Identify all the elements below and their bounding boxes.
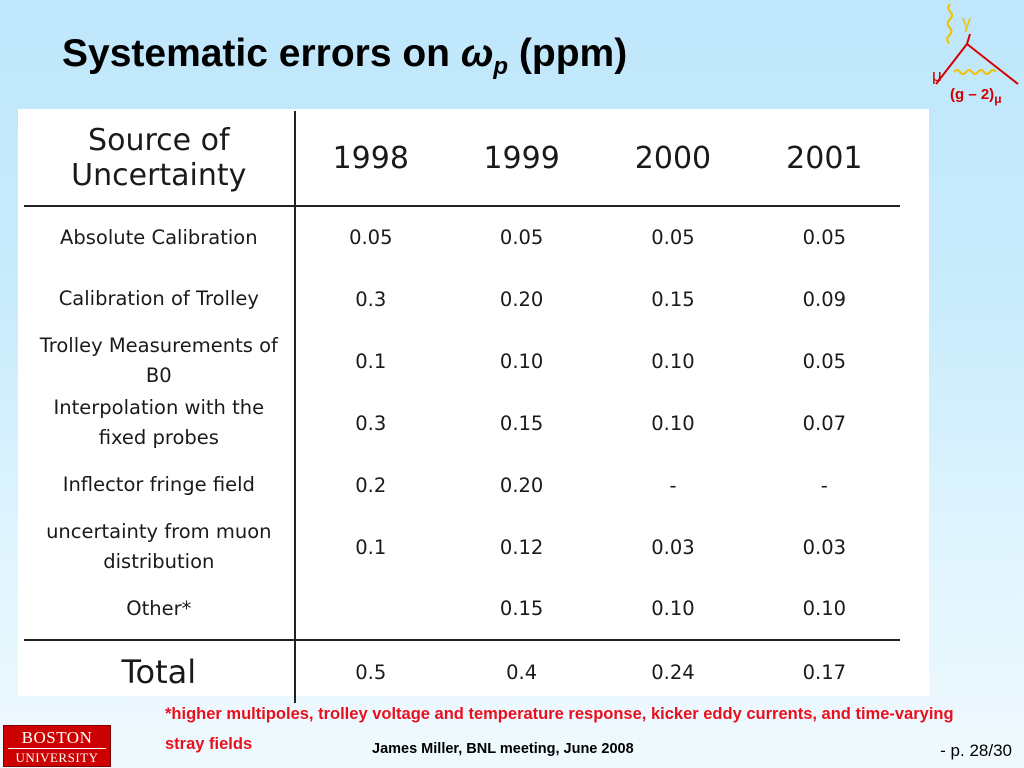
row-value: 0.05 — [349, 226, 393, 249]
row-source: Inflector fringe field — [24, 454, 296, 516]
total-value: 0.5 — [355, 660, 387, 684]
omega-subscript: p — [493, 53, 509, 80]
gamma-label: γ — [962, 12, 971, 32]
total-row: Total 0.5 0.4 0.24 0.17 — [24, 640, 900, 703]
systematic-errors-table: Source of Uncertainty 1998 1999 2000 200… — [24, 111, 900, 703]
row-value: 0.05 — [802, 226, 847, 249]
table-row: uncertainty from muon distribution 0.1 0… — [24, 516, 900, 578]
row-value: 0.12 — [499, 535, 544, 559]
row-value — [294, 578, 446, 641]
header-year: 1999 — [445, 111, 598, 207]
row-value: 0.2 — [355, 473, 387, 497]
row-value: 0.05 — [651, 226, 695, 249]
row-source: uncertainty from muon distribution — [24, 516, 296, 578]
row-source: Interpolation with the fixed probes — [24, 392, 296, 454]
row-value: 0.20 — [499, 287, 544, 311]
table-panel: Source of Uncertainty 1998 1999 2000 200… — [18, 109, 929, 703]
row-value: 0.10 — [499, 349, 544, 373]
g-minus-2-logo: γ μ (g – 2)μ — [930, 0, 1022, 112]
row-source: Calibration of Trolley — [24, 268, 296, 330]
row-value: 0.10 — [597, 578, 749, 641]
row-value: 0.15 — [499, 411, 544, 435]
row-value: 0.10 — [651, 411, 695, 435]
table-row: Inflector fringe field 0.2 0.20 - - — [24, 454, 900, 516]
total-label: Total — [24, 640, 296, 703]
table-row: Trolley Measurements of B0 0.1 0.10 0.10… — [24, 330, 900, 392]
page-number: - p. 28/30 — [940, 741, 1012, 760]
row-value: - — [820, 473, 828, 497]
total-value: 0.24 — [651, 660, 695, 684]
header-row: Source of Uncertainty 1998 1999 2000 200… — [24, 111, 900, 207]
row-source: Absolute Calibration — [24, 206, 296, 268]
table-row: Other* 0.15 0.10 0.10 — [24, 578, 900, 641]
header-source: Source of Uncertainty — [24, 111, 296, 207]
row-value: 0.10 — [651, 349, 695, 373]
row-value: 0.15 — [445, 578, 598, 641]
row-value: 0.1 — [355, 349, 387, 373]
row-value: 0.05 — [802, 349, 847, 373]
university-name-line1: BOSTON — [21, 728, 93, 747]
row-value: 0.1 — [355, 535, 387, 559]
header-year: 1998 — [294, 111, 446, 207]
row-value: 0.20 — [499, 473, 544, 497]
table-row: Interpolation with the fixed probes 0.3 … — [24, 392, 900, 454]
mu-label: μ — [932, 66, 942, 85]
row-value: 0.10 — [748, 578, 900, 641]
omega-symbol: ω — [460, 32, 494, 75]
row-value: 0.15 — [651, 287, 695, 311]
logo-divider — [8, 748, 106, 749]
row-value: 0.3 — [355, 287, 387, 311]
row-source: Trolley Measurements of B0 — [24, 330, 296, 392]
table-row: Calibration of Trolley 0.3 0.20 0.15 0.0… — [24, 268, 900, 330]
presenter-credit: James Miller, BNL meeting, June 2008 — [372, 741, 634, 757]
row-value: 0.05 — [499, 226, 544, 249]
table-row: Absolute Calibration 0.05 0.05 0.05 0.05 — [24, 206, 900, 268]
row-value: 0.03 — [802, 535, 847, 559]
row-value: 0.09 — [802, 287, 847, 311]
feynman-diagram-icon — [935, 0, 1019, 85]
boston-university-logo: BOSTON UNIVERSITY — [3, 725, 111, 767]
row-value: 0.03 — [651, 535, 695, 559]
slide-title: Systematic errors on ωp (ppm) — [62, 32, 628, 80]
header-year: 2001 — [748, 111, 900, 207]
g2-label: (g – 2)μ — [950, 86, 1002, 106]
university-name-line2: UNIVERSITY — [15, 750, 99, 765]
row-value: 0.3 — [355, 411, 387, 435]
row-value: - — [669, 473, 677, 497]
total-value: 0.17 — [802, 660, 847, 684]
total-value: 0.4 — [506, 660, 538, 684]
header-year: 2000 — [597, 111, 749, 207]
footnote: *higher multipoles, trolley voltage and … — [165, 705, 954, 753]
row-value: 0.07 — [802, 411, 847, 435]
row-source: Other* — [24, 578, 296, 641]
